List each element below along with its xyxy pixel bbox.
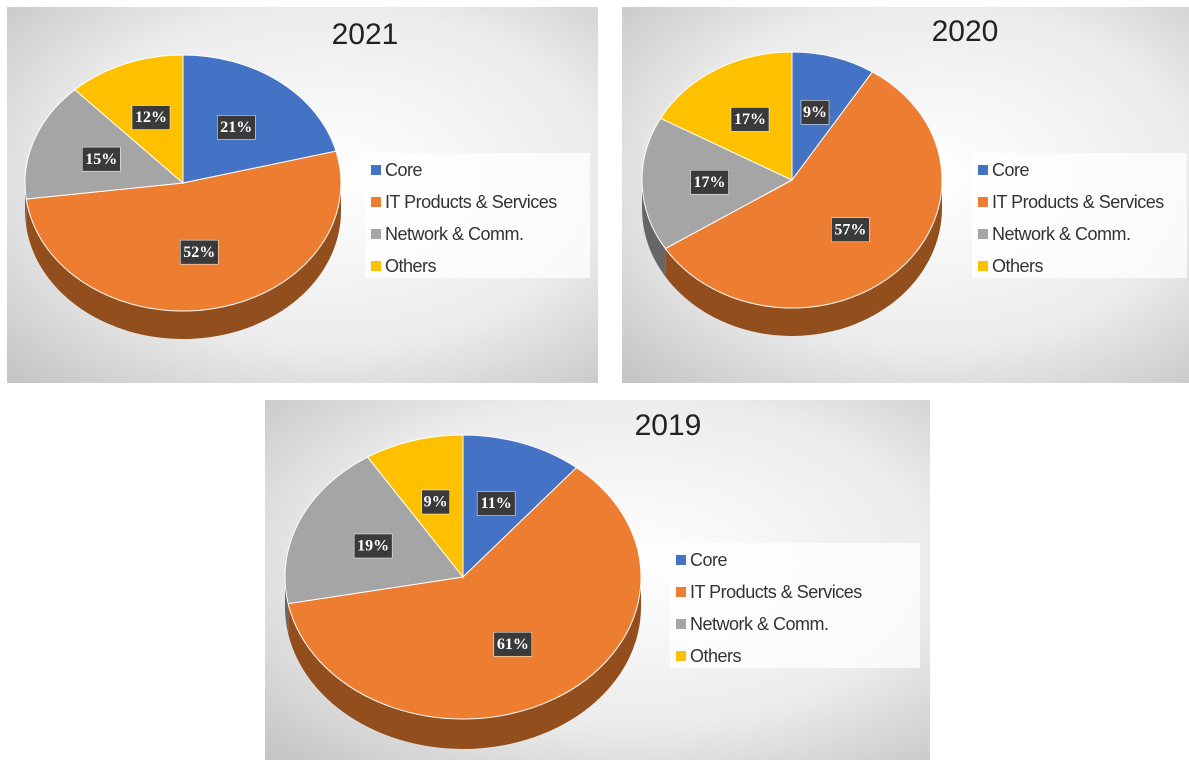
data-label-box — [493, 631, 533, 657]
legend-swatch — [371, 261, 381, 271]
data-label: 15% — [85, 151, 117, 168]
legend-swatch — [676, 619, 686, 629]
legend-label: IT Products & Services — [992, 192, 1164, 212]
data-label: 52% — [183, 244, 215, 261]
data-label: 21% — [220, 119, 252, 136]
pie-chart: 2020 9% 57% 17% 17% Core IT Products & Service… — [622, 7, 1189, 383]
legend-swatch — [676, 555, 686, 565]
data-label: 11% — [481, 495, 512, 512]
pie-slice-side — [642, 180, 666, 277]
pie-slice — [462, 434, 578, 579]
legend-label: Core — [992, 160, 1030, 180]
data-label: 9% — [803, 104, 827, 121]
legend-swatch — [371, 165, 381, 175]
legend-label: Network & Comm. — [992, 224, 1131, 244]
legend-label: Network & Comm. — [385, 224, 524, 244]
legend-swatch — [371, 197, 381, 207]
data-label-box — [421, 489, 450, 515]
pie-chart: 2021 21% 52% 15% 12% Core IT Products & Servic… — [7, 7, 598, 383]
data-label-box — [353, 533, 393, 559]
legend-label: Core — [385, 160, 423, 180]
legend-swatch — [978, 229, 988, 239]
legend-label: Network & Comm. — [690, 614, 829, 634]
data-label-box — [690, 169, 729, 195]
chart-title: 2020 — [932, 15, 999, 48]
data-label-box — [800, 100, 830, 125]
pie-slice — [659, 51, 793, 181]
data-label-box — [217, 115, 256, 140]
data-label-box — [476, 491, 516, 516]
legend-label: Core — [690, 550, 728, 570]
data-label-box — [180, 239, 219, 265]
legend-label: Others — [992, 256, 1044, 276]
data-label: 12% — [135, 109, 167, 126]
pie-chart: 2019 11% 61% 19% 9% Core IT Products & Service… — [265, 400, 930, 760]
pie-slice — [182, 54, 337, 184]
pie-slice — [664, 71, 943, 309]
legend-swatch — [371, 229, 381, 239]
legend-label: Others — [690, 646, 742, 666]
legend-box — [972, 153, 1187, 278]
pie-slice — [287, 466, 642, 720]
legend-label: IT Products & Services — [690, 582, 862, 602]
pie-slice-side — [26, 183, 342, 340]
data-label: 61% — [497, 636, 529, 653]
legend-swatch — [978, 165, 988, 175]
data-label-box — [131, 105, 171, 130]
data-label-box — [730, 107, 770, 132]
chart-title: 2019 — [635, 409, 702, 442]
legend-swatch — [676, 651, 686, 661]
pie-slice — [284, 456, 464, 605]
legend-swatch — [978, 261, 988, 271]
legend-swatch — [978, 197, 988, 207]
legend-label: IT Products & Services — [385, 192, 557, 212]
pie-slice-side — [288, 577, 641, 750]
chart-title: 2021 — [332, 18, 399, 51]
data-label: 17% — [694, 174, 726, 191]
legend-swatch — [676, 587, 686, 597]
pie-slice — [74, 54, 184, 185]
data-label: 57% — [834, 221, 866, 238]
data-label-box — [831, 217, 870, 243]
legend-label: Others — [385, 256, 437, 276]
data-label: 17% — [734, 111, 766, 128]
legend-box — [670, 543, 920, 668]
pie-slice — [24, 89, 185, 200]
data-label: 9% — [424, 494, 448, 511]
pie-slice — [366, 434, 464, 579]
data-label: 19% — [357, 538, 389, 555]
legend-box — [365, 153, 590, 278]
pie-slice-side — [665, 180, 942, 336]
data-label-box — [81, 146, 121, 172]
pie-slice — [791, 51, 874, 182]
